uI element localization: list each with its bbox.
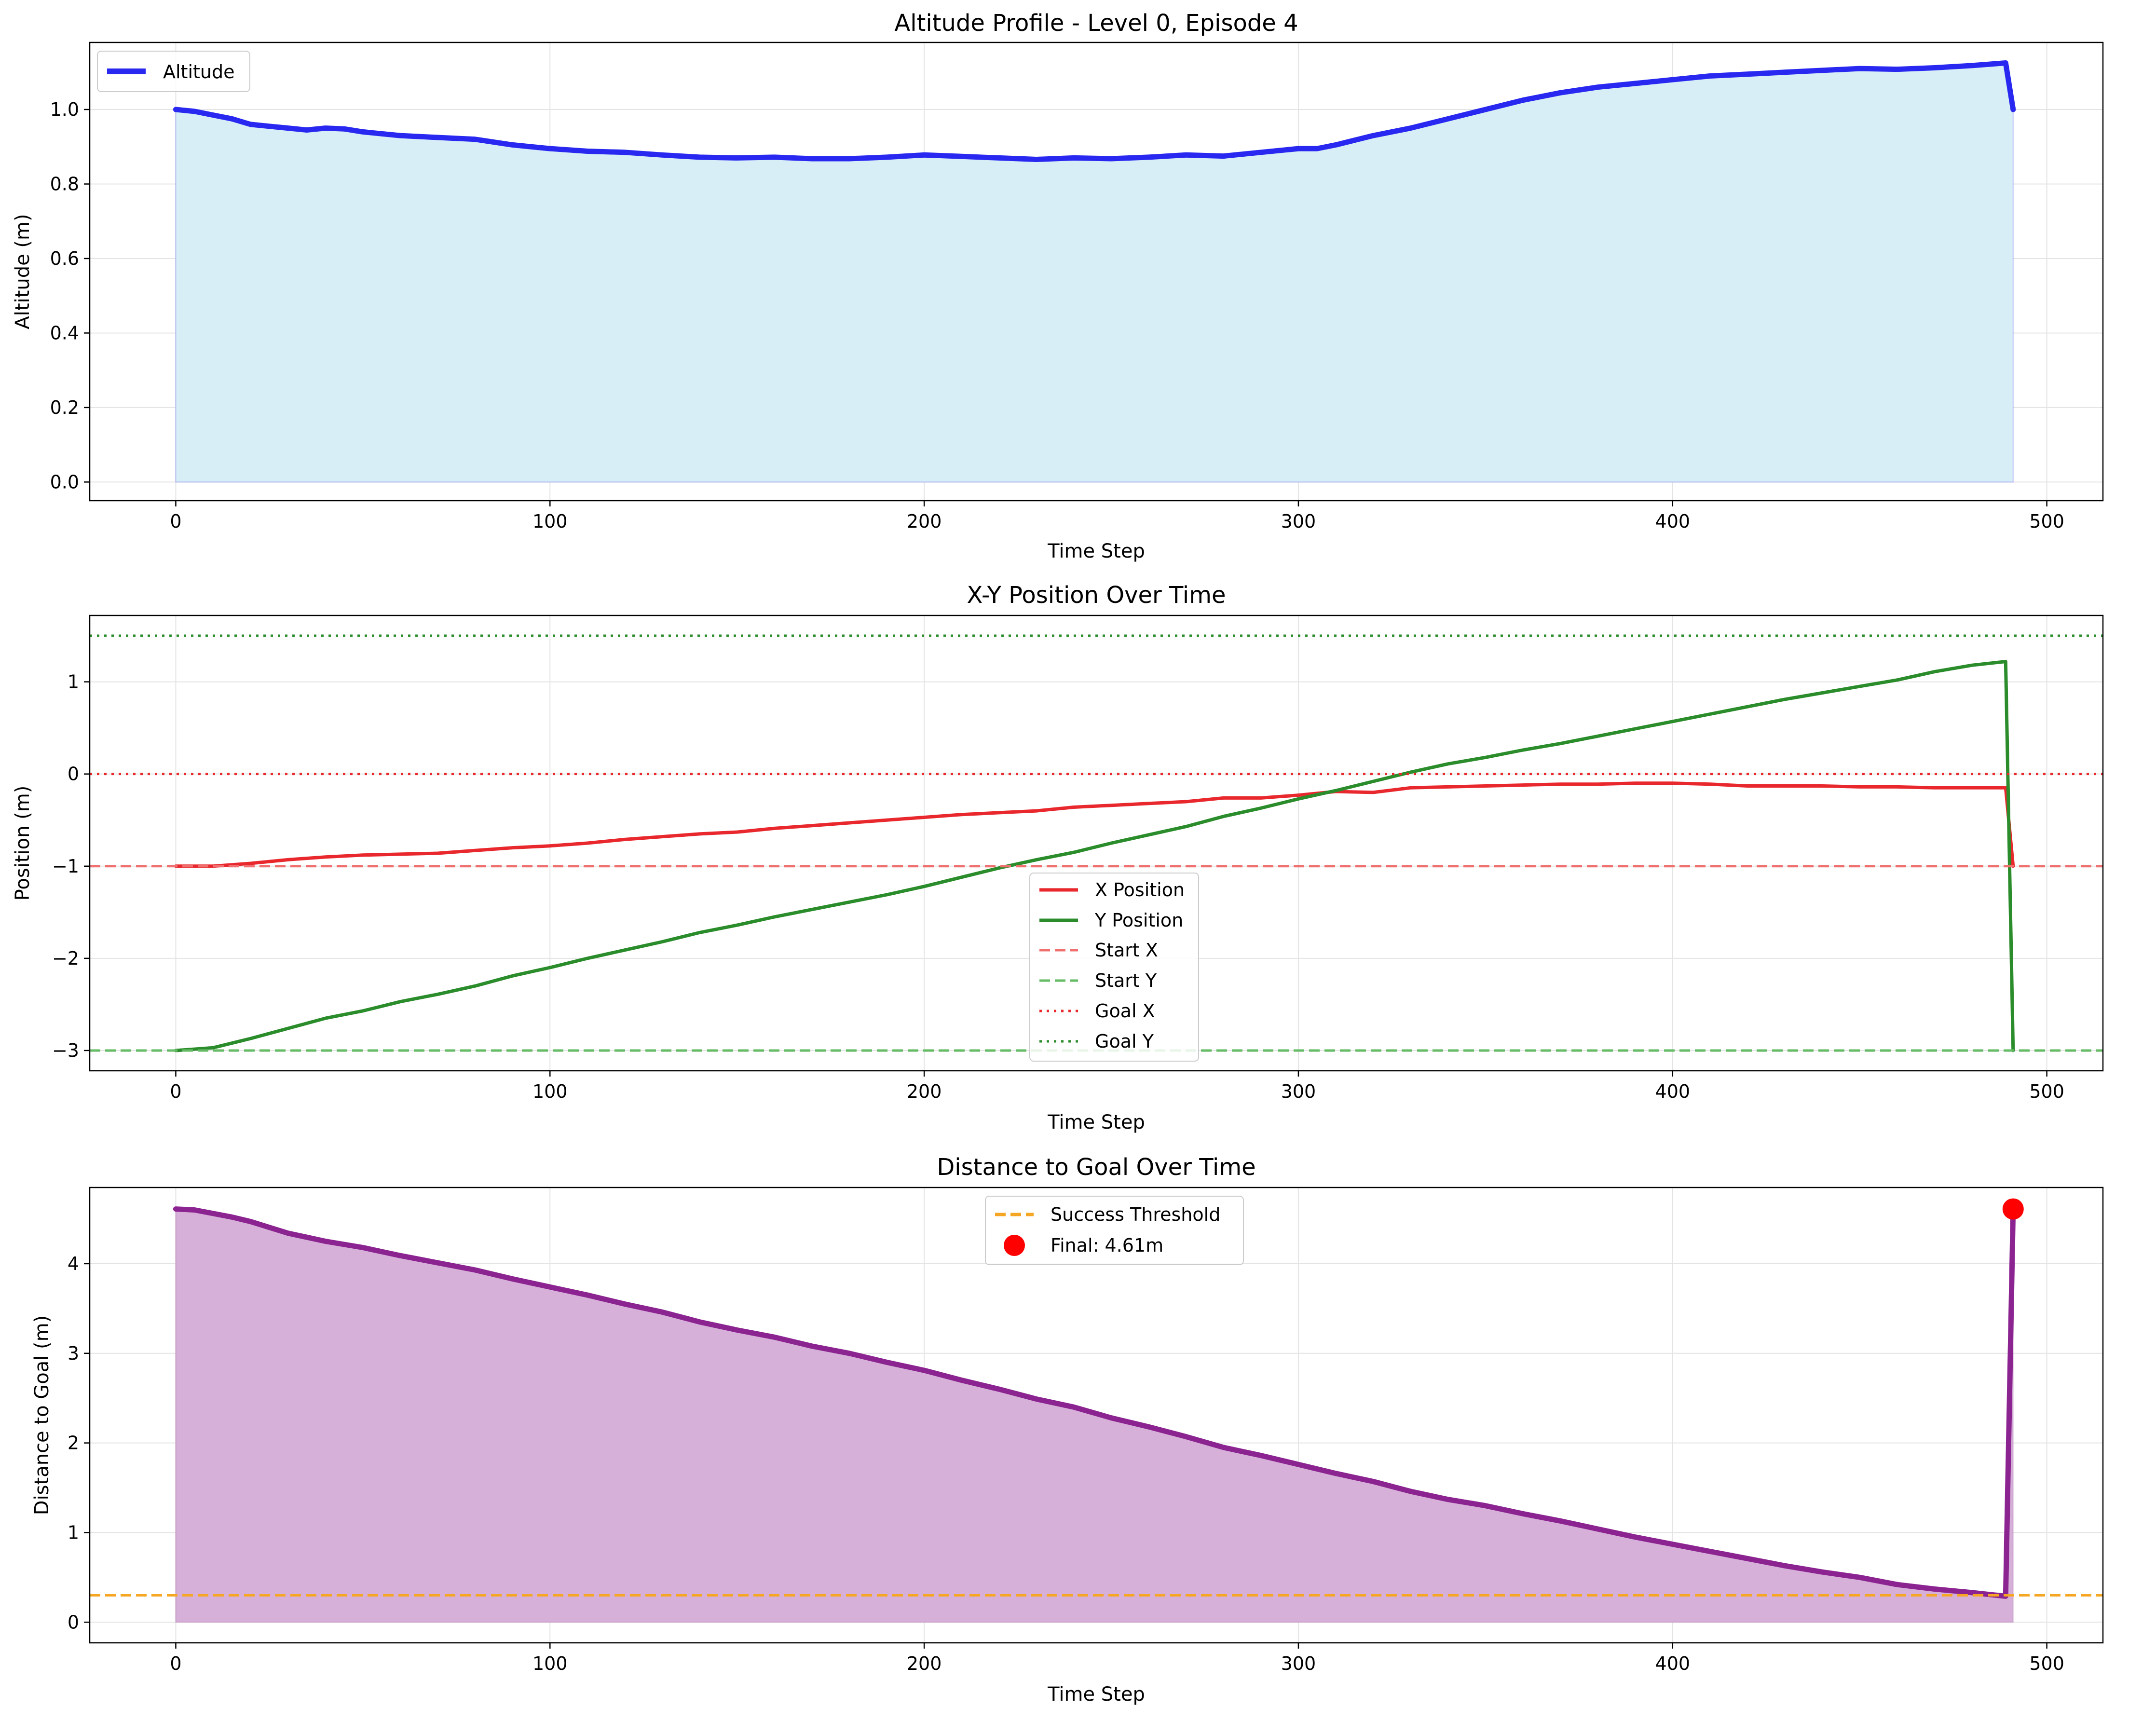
x-tick-label: 200: [907, 1081, 942, 1102]
plot-area: [90, 1198, 2103, 1623]
xy-position-panel: 0 100 200 300 400 500 −3 −2 −1 0 1 X-Y Position O…: [12, 582, 2104, 1133]
legend-altitude-label: Altitude: [163, 61, 235, 82]
legend-final-marker-swatch: [1004, 1235, 1025, 1256]
legend: X Position Y Position Start X Start Y Go…: [1029, 873, 1199, 1062]
chart-title: Altitude Profile - Level 0, Episode 4: [894, 10, 1298, 37]
y-tick-label: 0.8: [50, 173, 79, 194]
chart-title: X-Y Position Over Time: [967, 582, 1226, 609]
y-tick-label: 3: [68, 1343, 79, 1364]
x-axis-label: Time Step: [1047, 1683, 1145, 1706]
altitude-panel: 0 100 200 300 400 500 0.0 0.2 0.4 0.6 0.8 1.0 Alti…: [12, 10, 2104, 562]
axes-frame: [89, 41, 2104, 502]
y-tick-label: −1: [52, 856, 79, 877]
x-tick-label: 400: [1655, 1653, 1691, 1674]
x-tick-label: 500: [2029, 1653, 2064, 1674]
distance-to-goal-panel: 0 100 200 300 400 500 0 1 2 3 4 Distance to Goal …: [31, 1154, 2104, 1706]
y-axis: 0.0 0.2 0.4 0.6 0.8 1.0: [50, 99, 90, 492]
legend-success-threshold-label: Success Threshold: [1051, 1204, 1220, 1225]
x-tick-label: 0: [170, 1081, 181, 1102]
y-axis-label: Altitude (m): [12, 214, 34, 329]
x-tick-label: 300: [1281, 1653, 1316, 1674]
y-tick-label: 1: [68, 1522, 79, 1543]
y-tick-label: 2: [68, 1433, 79, 1454]
y-tick-label: −2: [52, 948, 79, 969]
y-tick-label: 0.6: [50, 248, 79, 269]
y-tick-label: 0.0: [50, 471, 79, 492]
legend-start-y-label: Start Y: [1095, 970, 1157, 991]
chart-title: Distance to Goal Over Time: [937, 1154, 1255, 1181]
y-tick-label: 4: [68, 1253, 79, 1274]
x-tick-label: 400: [1655, 1081, 1691, 1102]
x-tick-label: 300: [1281, 1081, 1316, 1102]
series-line-y-position: [174, 660, 2015, 1052]
y-tick-label: 1: [68, 671, 79, 693]
axes-frame: [89, 614, 2104, 1072]
y-axis: 0 1 2 3 4: [68, 1253, 90, 1633]
x-axis: 0 100 200 300 400 500: [170, 1071, 2064, 1102]
x-tick-label: 300: [1281, 511, 1316, 532]
legend: Altitude: [97, 51, 250, 92]
x-tick-label: 400: [1655, 511, 1691, 532]
legend-box: [97, 51, 250, 92]
y-tick-label: 0.2: [50, 397, 79, 418]
legend-y-position-label: Y Position: [1094, 910, 1183, 931]
legend-goal-x-label: Goal X: [1095, 1000, 1155, 1022]
legend-x-position-label: X Position: [1095, 879, 1185, 901]
axes-frame: [89, 1187, 2104, 1644]
x-tick-label: 100: [532, 1081, 568, 1102]
x-axis-label: Time Step: [1047, 540, 1145, 562]
series-line-altitude: [173, 60, 2016, 162]
x-tick-label: 0: [170, 1653, 181, 1674]
y-tick-label: 1.0: [50, 99, 79, 120]
x-tick-label: 0: [170, 511, 181, 532]
legend: Success Threshold Final: 4.61m: [985, 1196, 1244, 1265]
y-axis: −3 −2 −1 0 1: [52, 671, 90, 1061]
y-axis-label: Distance to Goal (m): [31, 1315, 53, 1515]
legend-final-marker-label: Final: 4.61m: [1051, 1235, 1163, 1256]
y-tick-label: −3: [52, 1040, 79, 1061]
y-axis-label: Position (m): [12, 786, 34, 901]
x-axis: 0 100 200 300 400 500: [170, 1643, 2064, 1674]
legend-goal-y-label: Goal Y: [1095, 1031, 1154, 1052]
plot-area: [173, 60, 2016, 483]
x-tick-label: 100: [532, 1653, 568, 1674]
legend-start-x-label: Start X: [1095, 940, 1158, 961]
series-line-x-position: [174, 781, 2015, 868]
y-tick-label: 0: [68, 1611, 79, 1633]
y-tick-label: 0: [68, 764, 79, 785]
x-tick-label: 100: [532, 511, 568, 532]
x-axis-label: Time Step: [1047, 1111, 1145, 1133]
x-tick-label: 200: [907, 511, 942, 532]
y-tick-label: 0.4: [50, 322, 79, 343]
final-marker: [2002, 1198, 2024, 1220]
series-line-distance: [173, 1206, 2016, 1599]
x-tick-label: 500: [2029, 511, 2064, 532]
x-axis: 0 100 200 300 400 500: [170, 501, 2064, 532]
x-tick-label: 200: [907, 1653, 942, 1674]
x-tick-label: 500: [2029, 1081, 2064, 1102]
legend-box: [985, 1196, 1244, 1265]
